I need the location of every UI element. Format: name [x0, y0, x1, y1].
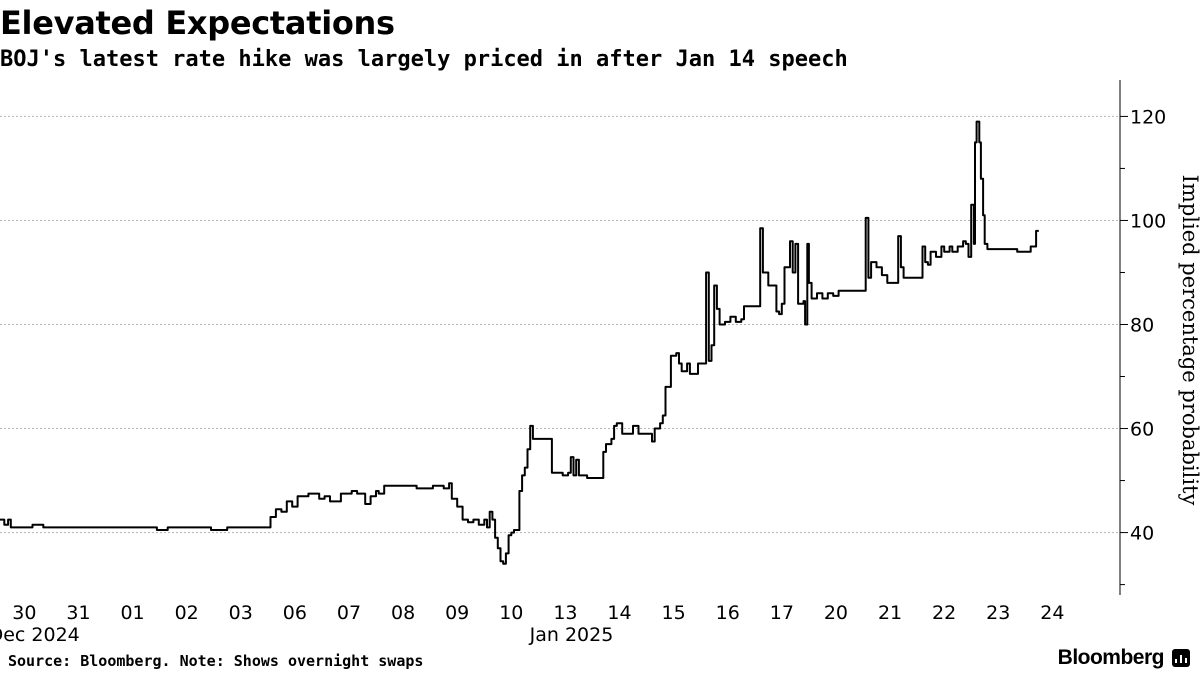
- x-tick-label: 07: [337, 602, 361, 624]
- source-note: Source: Bloomberg. Note: Shows overnight…: [8, 652, 424, 670]
- y-tick-label: 40: [1130, 523, 1154, 545]
- bloomberg-logo-icon: [1172, 649, 1190, 667]
- x-period-label: Dec 2024: [0, 624, 80, 646]
- x-tick-label: 15: [662, 602, 686, 624]
- x-tick-label: 06: [283, 602, 307, 624]
- brand-name: Bloomberg: [1057, 646, 1165, 669]
- y-tick-label: 120: [1130, 106, 1166, 128]
- x-tick-label: 31: [66, 602, 90, 624]
- x-tick-label: 10: [499, 602, 523, 624]
- y-axis-title: Implied percentage probability: [1178, 175, 1200, 506]
- y-tick-label: 80: [1130, 314, 1154, 336]
- x-tick-label: 13: [553, 602, 577, 624]
- series-line: [0, 120, 1039, 565]
- x-tick-label: 21: [878, 602, 902, 624]
- x-tick-label: 30: [12, 602, 36, 624]
- x-tick-label: 16: [716, 602, 740, 624]
- chart-subtitle: BOJ's latest rate hike was largely price…: [0, 47, 848, 72]
- chart-title: Elevated Expectations: [0, 4, 395, 42]
- x-tick-label: 17: [770, 602, 794, 624]
- x-tick-label: 02: [175, 602, 199, 624]
- x-tick-label: 24: [1040, 602, 1064, 624]
- x-tick-label: 23: [986, 602, 1010, 624]
- x-tick-label: 08: [391, 602, 415, 624]
- x-tick-label: 01: [120, 602, 144, 624]
- y-tick-label: 100: [1130, 210, 1166, 232]
- x-tick-label: 20: [824, 602, 848, 624]
- x-tick-label: 22: [932, 602, 956, 624]
- x-tick-label: 14: [607, 602, 631, 624]
- x-period-label: Jan 2025: [529, 624, 614, 646]
- y-tick-label: 60: [1130, 419, 1154, 441]
- x-tick-label: 03: [229, 602, 253, 624]
- x-tick-label: 09: [445, 602, 469, 624]
